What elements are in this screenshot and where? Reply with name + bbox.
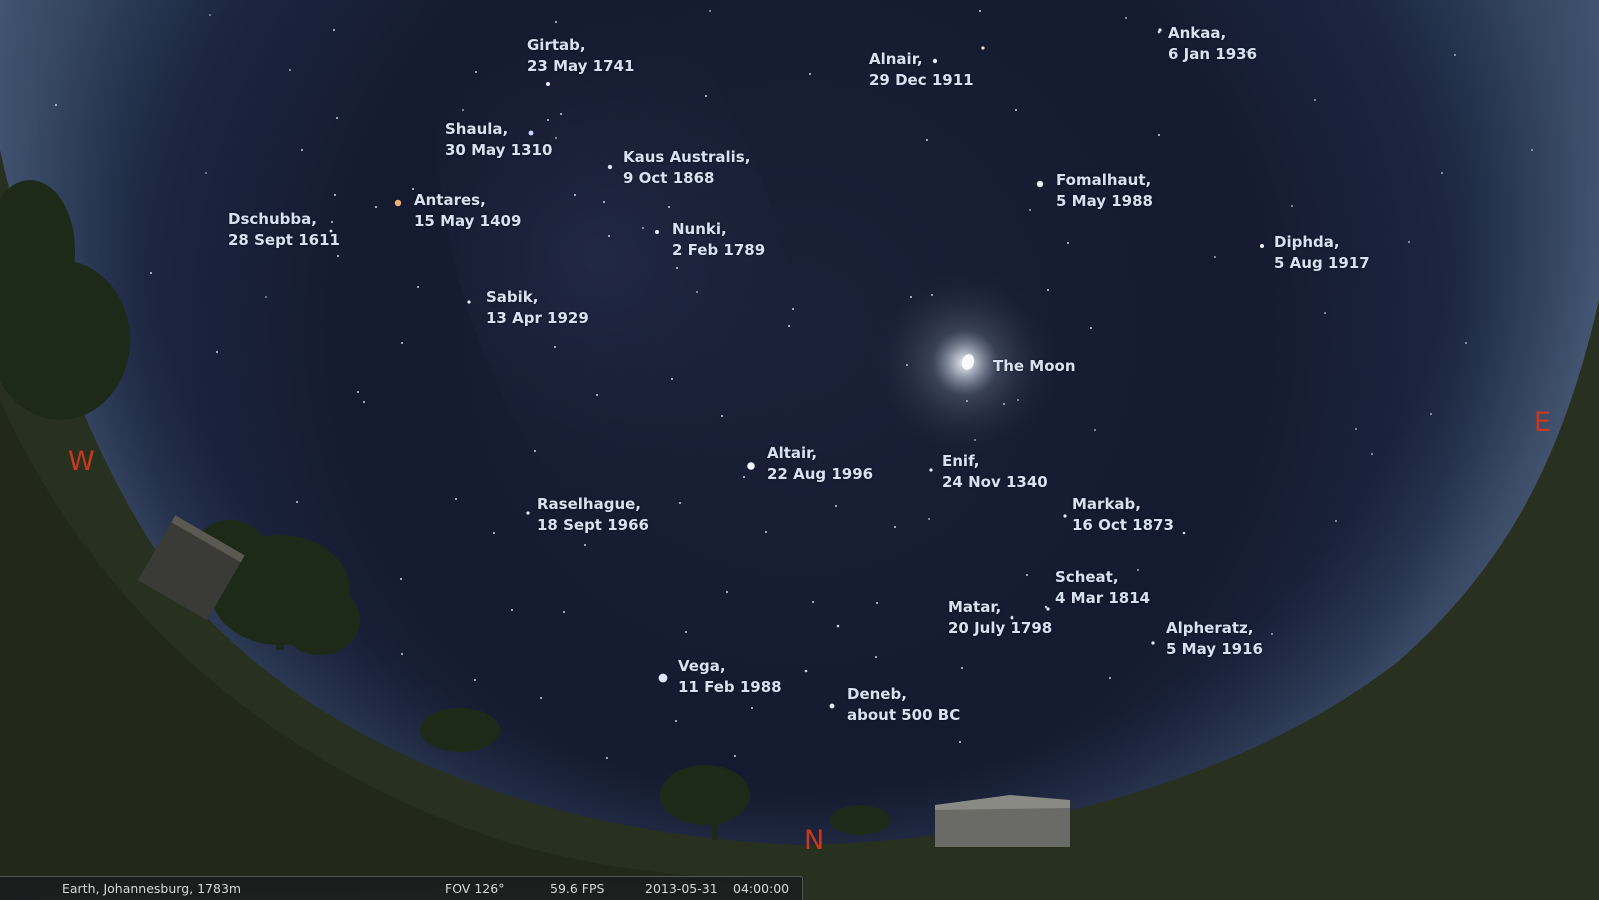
star-name: Girtab, [527,36,586,54]
label-dschubba: Dschubba, 28 Sept 1611 [228,209,340,251]
label-enif: Enif, 24 Nov 1340 [942,451,1048,493]
label-antares: Antares, 15 May 1409 [414,190,521,232]
star-name: Antares, [414,191,486,209]
star-date: 23 May 1741 [527,57,635,75]
compass-west: W [68,446,95,477]
star-name: Dschubba, [228,210,317,228]
label-scheat: Scheat, 4 Mar 1814 [1055,567,1150,609]
location-readout: Earth, Johannesburg, 1783m [62,881,242,896]
label-shaula: Shaula, 30 May 1310 [445,119,552,161]
star-name: Scheat, [1055,568,1119,586]
star-name: Deneb, [847,685,907,703]
star-date: 2 Feb 1789 [672,241,766,259]
date-readout: 2013-05-31 [645,881,718,896]
label-deneb: Deneb, about 500 BC [847,684,960,726]
label-matar: Matar, 20 July 1798 [948,597,1052,639]
star-date: 16 Oct 1873 [1072,516,1174,534]
star-sabik[interactable] [467,300,471,304]
label-sabik: Sabik, 13 Apr 1929 [486,287,589,329]
star-name: Raselhague, [537,495,642,513]
star-deneb[interactable] [829,703,835,709]
star-diphda[interactable] [1260,244,1264,248]
star-altair[interactable] [747,462,755,470]
star-alpheratz[interactable] [1151,641,1155,645]
star-name: Shaula, [445,120,509,138]
star-date: 20 July 1798 [948,619,1053,637]
compass-north: N [804,825,825,856]
star-antares[interactable] [394,199,402,207]
compass-east: E [1534,407,1552,438]
label-kaus-australis: Kaus Australis, 9 Oct 1868 [623,147,750,189]
star-markab[interactable] [1063,514,1067,518]
star-date: 18 Sept 1966 [537,516,649,534]
star-name: Ankaa, [1168,24,1227,42]
star-ankaa[interactable] [1158,28,1162,32]
ground-shade [0,400,800,900]
star-name: Alnair, [869,50,923,68]
star-scheat[interactable] [1046,607,1050,611]
label-fomalhaut: Fomalhaut, 5 May 1988 [1056,170,1153,212]
star-vega[interactable] [658,673,668,683]
moon[interactable] [960,353,976,372]
background-stars [55,10,1533,759]
star-kaus-australis[interactable] [607,164,613,170]
label-nunki: Nunki, 2 Feb 1789 [672,219,765,261]
star-name: Altair, [767,444,818,462]
star-date: 9 Oct 1868 [623,169,715,187]
label-raselhague: Raselhague, 18 Sept 1966 [537,494,649,536]
star-date: 5 May 1916 [1166,640,1263,658]
label-diphda: Diphda, 5 Aug 1917 [1274,232,1370,274]
star-name: Diphda, [1274,233,1340,251]
star-name: Markab, [1072,495,1141,513]
star-date: 5 May 1988 [1056,192,1153,210]
star-alnair[interactable] [932,58,938,64]
star-date: 22 Aug 1996 [767,465,874,483]
star-raselhague[interactable] [526,511,530,515]
star-name: Nunki, [672,220,727,238]
label-alnair: Alnair, 29 Dec 1911 [869,49,974,91]
star-date: 6 Jan 1936 [1168,45,1258,63]
label-alpheratz: Alpheratz, 5 May 1916 [1166,618,1263,660]
label-vega: Vega, 11 Feb 1988 [678,656,782,698]
star-date: about 500 BC [847,706,961,724]
label-markab: Markab, 16 Oct 1873 [1072,494,1174,536]
star-name: Fomalhaut, [1056,171,1152,189]
fps-readout: 59.6 FPS [550,881,605,896]
star-girtab[interactable] [546,82,550,86]
star-name: Vega, [678,657,726,675]
star-shaula[interactable] [528,130,534,136]
star-dschubba[interactable] [329,229,333,233]
buildings [137,515,1070,847]
moon-name: The Moon [993,357,1076,375]
star-name: Sabik, [486,288,539,306]
star-date: 30 May 1310 [445,141,553,159]
fov-readout: FOV 126° [445,881,505,896]
star-name: Matar, [948,598,1002,616]
star-fomalhaut[interactable] [1036,180,1044,188]
star-date: 11 Feb 1988 [678,678,782,696]
label-altair: Altair, 22 Aug 1996 [767,443,873,485]
star-date: 5 Aug 1917 [1274,254,1370,272]
star-matar[interactable] [1010,616,1014,620]
star-date: 29 Dec 1911 [869,71,974,89]
star-name: Alpheratz, [1166,619,1254,637]
star-name: Enif, [942,452,980,470]
label-moon: The Moon [993,356,1076,377]
star-date: 24 Nov 1340 [942,473,1048,491]
star-nunki[interactable] [655,230,659,234]
star-date: 4 Mar 1814 [1055,589,1151,607]
status-bar: Earth, Johannesburg, 1783m FOV 126° 59.6… [0,876,803,900]
time-readout: 04:00:00 [733,881,790,896]
star-name: Kaus Australis, [623,148,751,166]
star-date: 15 May 1409 [414,212,522,230]
labeled-star-markers [329,28,1264,709]
star-date: 28 Sept 1611 [228,231,340,249]
star-enif[interactable] [929,468,933,472]
star-date: 13 Apr 1929 [486,309,589,327]
label-girtab: Girtab, 23 May 1741 [527,35,634,77]
label-ankaa: Ankaa, 6 Jan 1936 [1168,23,1257,65]
